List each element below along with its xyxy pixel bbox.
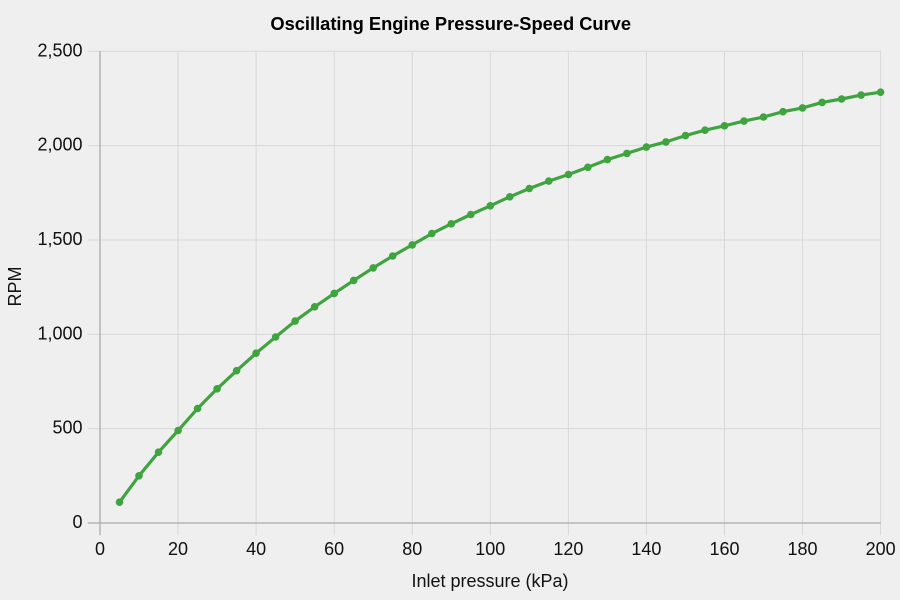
svg-text:Inlet pressure (kPa): Inlet pressure (kPa) bbox=[411, 571, 568, 591]
svg-text:1,500: 1,500 bbox=[37, 229, 82, 249]
svg-text:2,000: 2,000 bbox=[37, 135, 82, 155]
svg-text:200: 200 bbox=[866, 539, 896, 559]
svg-text:0: 0 bbox=[95, 539, 105, 559]
svg-text:40: 40 bbox=[246, 539, 266, 559]
svg-text:80: 80 bbox=[402, 539, 422, 559]
svg-text:1,000: 1,000 bbox=[37, 323, 82, 343]
svg-text:500: 500 bbox=[52, 418, 82, 438]
svg-text:180: 180 bbox=[788, 539, 818, 559]
svg-text:20: 20 bbox=[168, 539, 188, 559]
svg-text:120: 120 bbox=[553, 539, 583, 559]
svg-text:0: 0 bbox=[72, 512, 82, 532]
svg-text:Oscillating Engine Pressure-Sp: Oscillating Engine Pressure-Speed Curve bbox=[270, 13, 631, 34]
svg-text:140: 140 bbox=[631, 539, 661, 559]
svg-text:100: 100 bbox=[475, 539, 505, 559]
svg-text:RPM: RPM bbox=[5, 267, 25, 307]
svg-text:60: 60 bbox=[324, 539, 344, 559]
svg-text:2,500: 2,500 bbox=[37, 40, 82, 60]
svg-text:160: 160 bbox=[709, 539, 739, 559]
